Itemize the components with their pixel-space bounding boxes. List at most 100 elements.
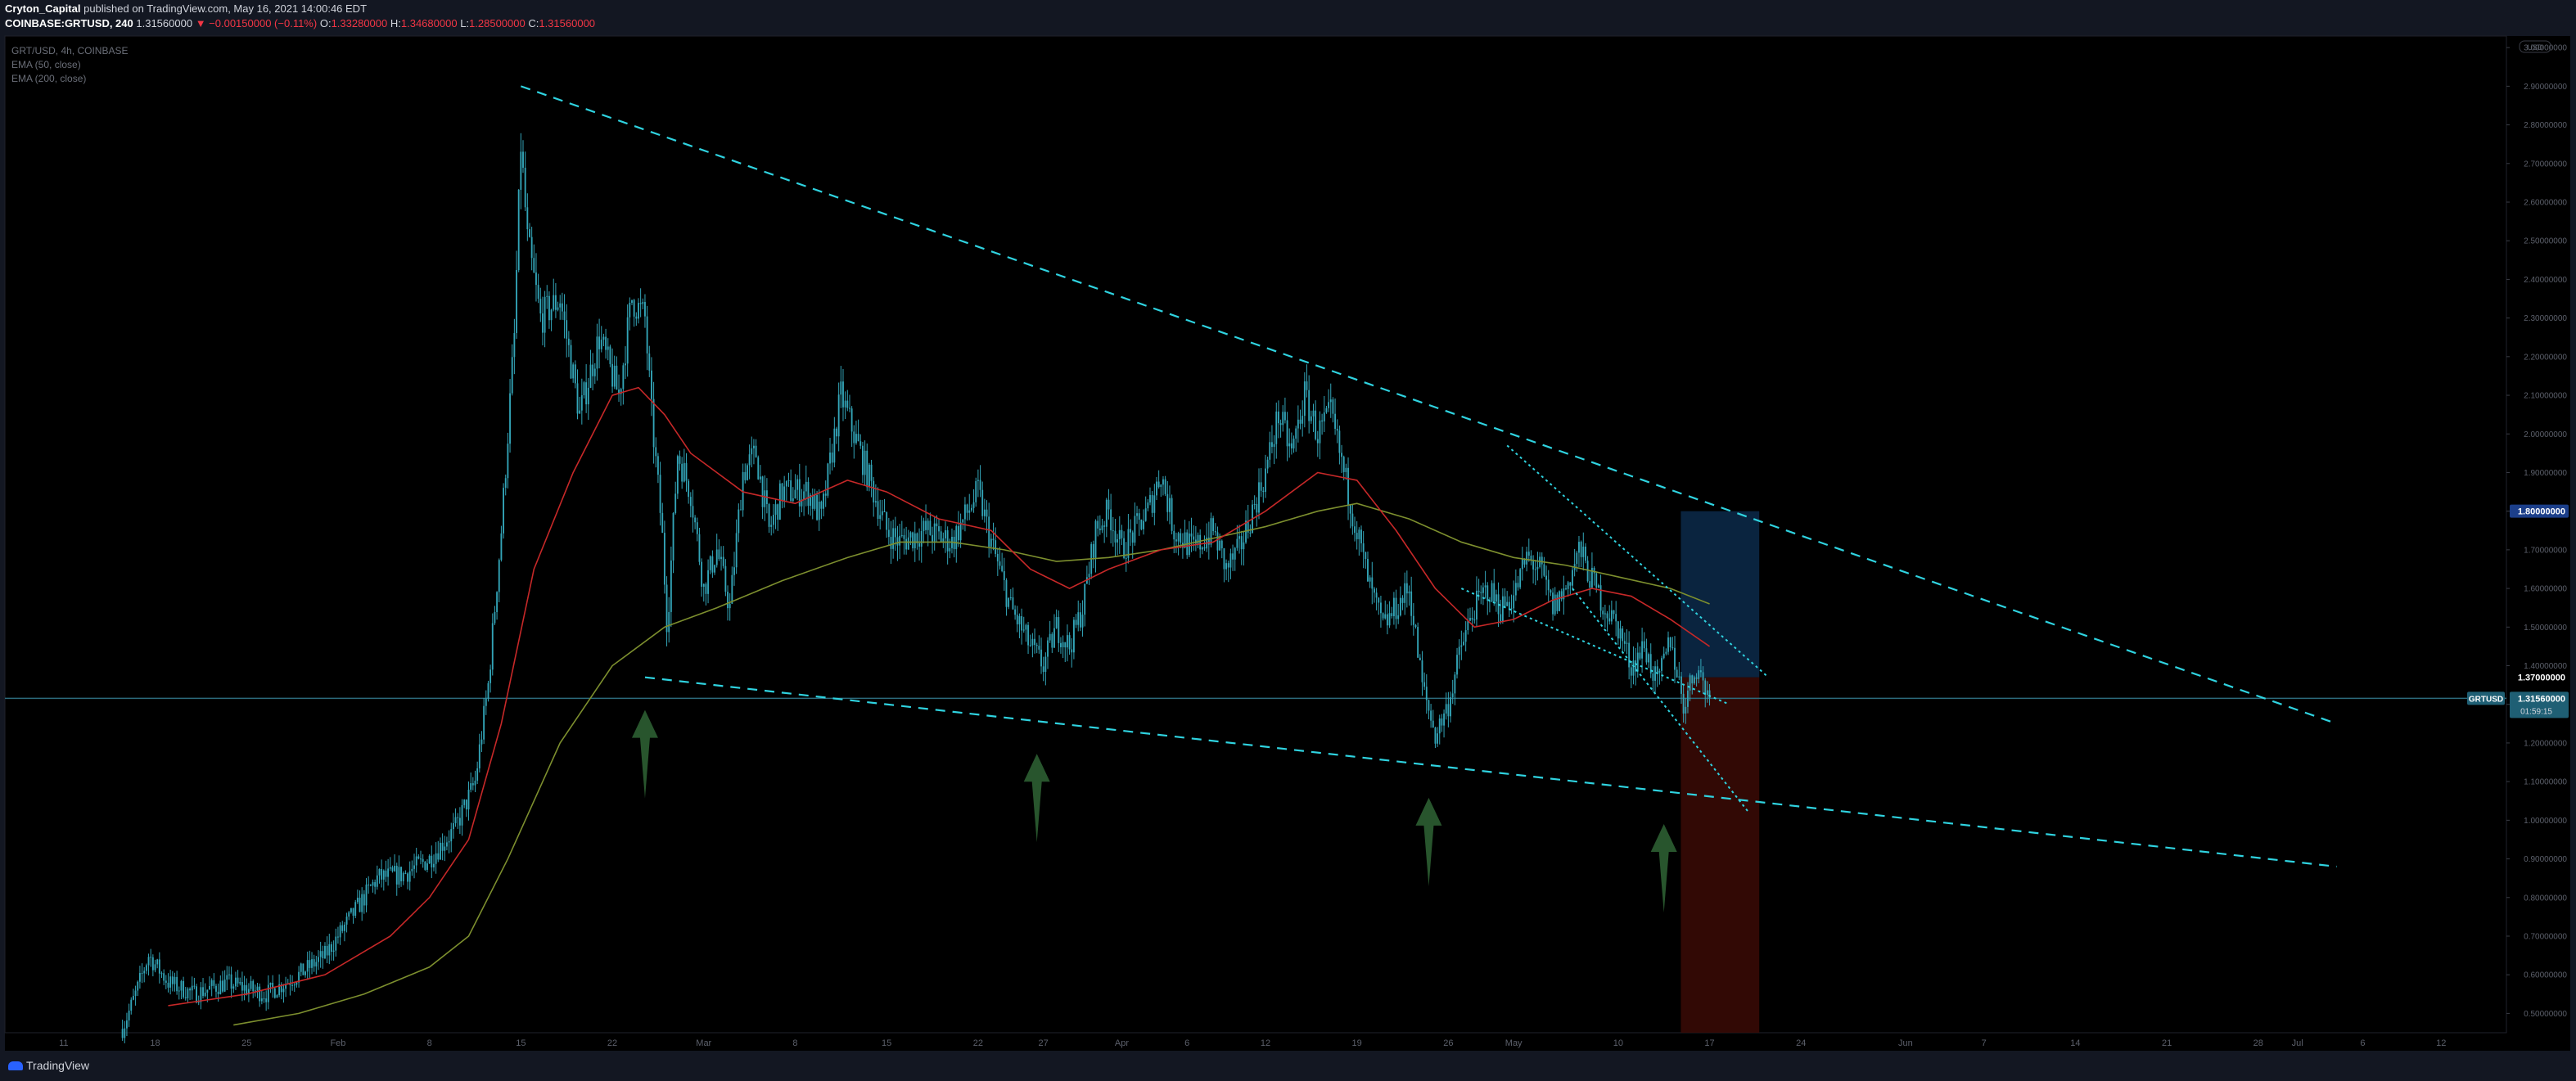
candle-body — [709, 556, 711, 570]
symbol-tag-label: GRTUSD — [2469, 695, 2503, 704]
candle-body — [836, 428, 837, 437]
legend-ema50[interactable]: EMA (50, close) — [11, 59, 81, 70]
candle-body — [881, 511, 883, 516]
candle-body — [1438, 718, 1441, 734]
x-tick-label: Jul — [2292, 1038, 2303, 1048]
candle-body — [1397, 615, 1400, 619]
candle-body — [1031, 638, 1034, 646]
candle-body — [154, 964, 156, 971]
candle-body — [962, 519, 964, 523]
candle-body — [1419, 657, 1421, 660]
candle-body — [1199, 534, 1202, 550]
y-tick-label: 2.60000000 — [2524, 199, 2567, 208]
candle-body — [1097, 520, 1099, 529]
candle-body — [1227, 563, 1229, 568]
candle-body — [300, 963, 302, 972]
candle-body — [1513, 595, 1515, 609]
candle-body — [940, 531, 942, 543]
candle-body — [787, 480, 790, 481]
candle-body — [598, 336, 601, 349]
candle-body — [1210, 518, 1212, 545]
candle-body — [886, 511, 888, 530]
candle-body — [553, 295, 555, 310]
symbol-name[interactable]: COINBASE:GRTUSD, 240 — [5, 17, 133, 29]
candle-body — [1349, 505, 1351, 514]
candle-body — [335, 936, 337, 951]
candle-body — [576, 383, 579, 414]
y-tick-label: 2.90000000 — [2524, 83, 2567, 92]
candle-body — [356, 898, 359, 903]
candle-body — [485, 698, 487, 706]
candle-body — [1437, 733, 1439, 744]
tradingview-brand[interactable]: TradingView — [8, 1059, 89, 1072]
candle-body — [1371, 577, 1374, 589]
candle-body — [1404, 583, 1406, 603]
candle-body — [1136, 513, 1138, 516]
candle-body — [1260, 482, 1262, 491]
candle-body — [285, 984, 287, 989]
candle-body — [489, 669, 492, 683]
candle-body — [204, 993, 206, 997]
candle-body — [376, 875, 378, 887]
candle-body — [408, 871, 411, 882]
candle-body — [1171, 498, 1173, 531]
candle-body — [1271, 442, 1273, 448]
candle-body — [842, 381, 844, 408]
candle-body — [674, 493, 677, 513]
candle-body — [1360, 529, 1362, 543]
candle-body — [966, 504, 968, 513]
candle-body — [241, 982, 243, 991]
candle-body — [986, 509, 988, 517]
candle-body — [1166, 493, 1169, 512]
candle-body — [1197, 534, 1199, 544]
candle-body — [859, 441, 862, 446]
x-tick-label: 6 — [2360, 1038, 2365, 1048]
candle-body — [1491, 583, 1493, 602]
y-tick-label: 2.30000000 — [2524, 314, 2567, 323]
legend-symbol[interactable]: GRT/USD, 4h, COINBASE — [11, 45, 129, 56]
candle-body — [394, 866, 396, 872]
candle-body — [1495, 594, 1497, 602]
candle-body — [676, 456, 679, 494]
legend-ema200[interactable]: EMA (200, close) — [11, 73, 87, 84]
candle-body — [1247, 520, 1249, 533]
candle-body — [592, 364, 594, 376]
candle-body — [1316, 439, 1319, 444]
candle-body — [1487, 585, 1489, 601]
candle-body — [747, 465, 748, 480]
last-price: 1.31560000 — [136, 17, 193, 29]
candle-body — [1628, 642, 1631, 668]
candle-body — [1134, 516, 1136, 543]
candle-body — [1055, 617, 1058, 628]
chart-header: Cryton_Capital published on TradingView.… — [0, 0, 2576, 34]
candle-body — [291, 984, 294, 986]
candle-body — [1662, 653, 1665, 659]
candle-body — [1157, 481, 1160, 488]
candle-body — [1643, 641, 1645, 649]
candle-body — [1295, 428, 1297, 439]
candle-body — [1560, 591, 1563, 600]
candle-body — [1541, 556, 1543, 565]
candle-body — [215, 985, 217, 992]
candle-body — [1334, 413, 1337, 429]
up-arrow-icon — [1023, 754, 1050, 843]
candle-body — [1345, 467, 1347, 472]
y-tick-label: 0.60000000 — [2524, 971, 2567, 980]
candle-body — [143, 971, 146, 974]
candle-body — [309, 960, 311, 968]
candle-body — [1576, 552, 1578, 565]
y-tick-label: 0.80000000 — [2524, 894, 2567, 903]
candle-body — [1604, 613, 1606, 615]
candle-body — [1282, 412, 1284, 426]
author-name[interactable]: Cryton_Capital — [5, 2, 81, 15]
candle-body — [996, 553, 999, 562]
candle-body — [1602, 610, 1604, 615]
candle-body — [772, 515, 774, 525]
candle-body — [1615, 614, 1617, 622]
x-tick-label: 12 — [2436, 1038, 2446, 1048]
candle-body — [1689, 675, 1691, 691]
candle-body — [827, 463, 829, 496]
candle-body — [138, 973, 141, 982]
candle-body — [580, 395, 583, 411]
